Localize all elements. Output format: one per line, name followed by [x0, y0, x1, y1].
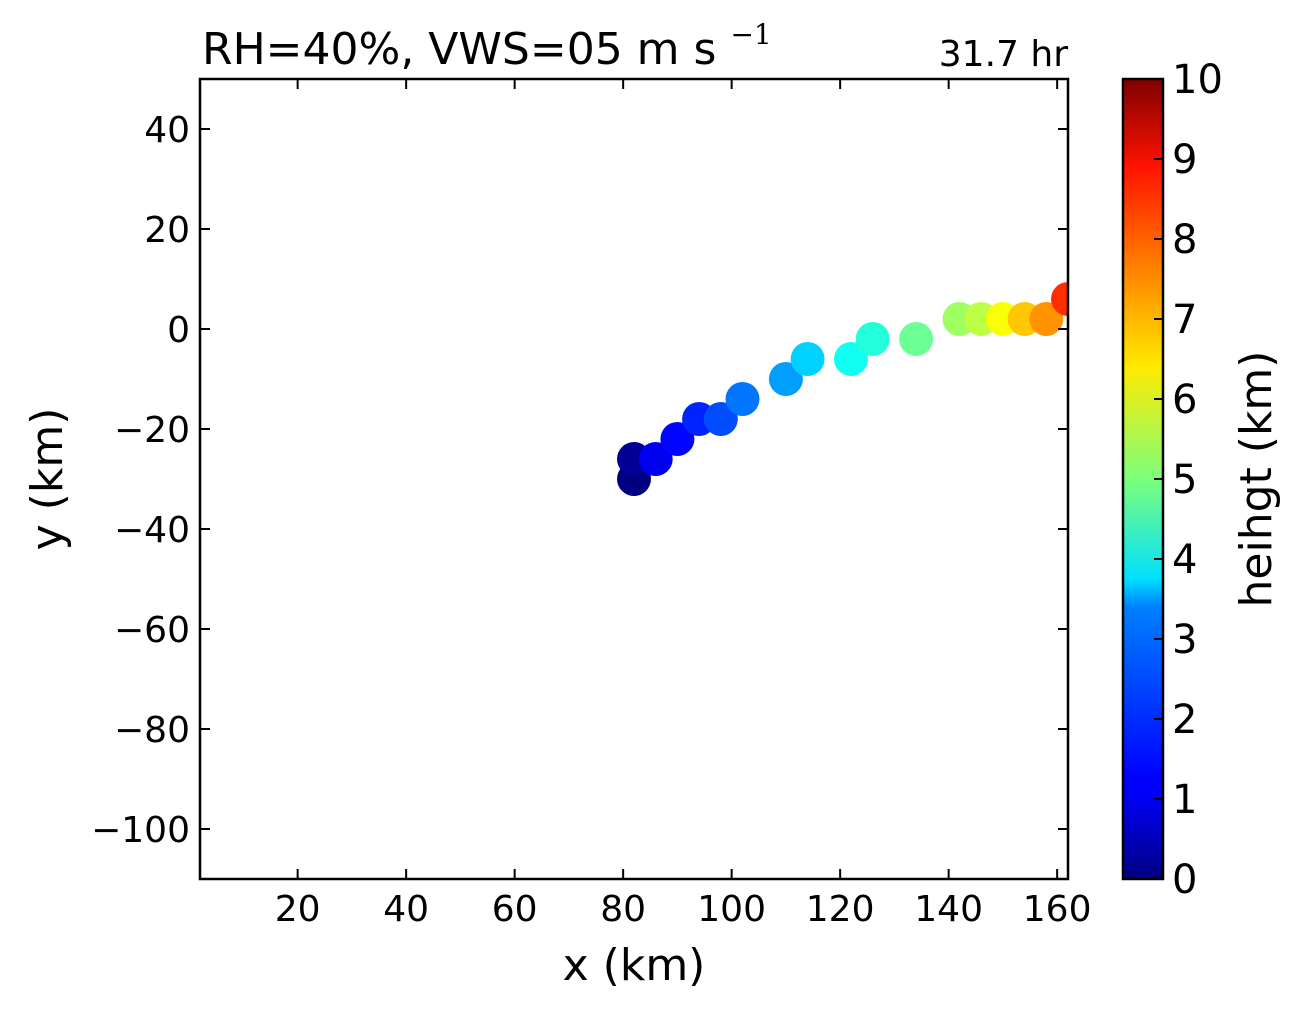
colorbar-tick-label-6: 6 — [1172, 377, 1197, 423]
y-tick-label-1: 20 — [144, 210, 190, 251]
colorbar-label: heihgt (km) — [1231, 351, 1282, 608]
colorbar-ticks: 0 1 2 3 4 5 6 7 8 9 10 — [1154, 57, 1223, 903]
x-tick-label-2: 60 — [492, 889, 538, 930]
y-axis: 40 20 0 −20 −40 −60 −80 −100 — [91, 110, 1068, 851]
colorbar-tick-label-10: 10 — [1172, 57, 1223, 103]
colorbar-tick-label-7: 7 — [1172, 297, 1197, 343]
x-tick-label-1: 40 — [383, 889, 429, 930]
x-tick-label-4: 100 — [697, 889, 766, 930]
y-tick-label-4: −40 — [114, 510, 190, 551]
scatter-point-11 — [899, 322, 934, 356]
scatter-markers — [617, 282, 1068, 496]
x-tick-label-6: 140 — [914, 889, 983, 930]
y-tick-label-3: −20 — [114, 410, 190, 451]
scatter-point-2 — [638, 442, 673, 476]
scatter-point-7 — [768, 362, 803, 396]
scatter-point-17 — [1051, 282, 1068, 316]
x-tick-label-5: 120 — [806, 889, 875, 930]
scatter-point-6 — [725, 382, 760, 416]
time-annotation: 31.7 hr — [939, 34, 1068, 75]
scatter-point-10 — [855, 322, 890, 356]
x-tick-label-7: 160 — [1023, 889, 1092, 930]
x-tick-label-3: 80 — [600, 889, 646, 930]
colorbar-tick-label-9: 9 — [1172, 137, 1197, 183]
colorbar-tick-label-3: 3 — [1172, 617, 1197, 663]
scatter-point-5 — [703, 402, 738, 436]
y-tick-label-6: −80 — [114, 710, 190, 751]
y-tick-label-0: 40 — [144, 110, 190, 151]
colorbar-tick-label-4: 4 — [1172, 537, 1197, 583]
scatter-point-16 — [1029, 302, 1064, 336]
x-axis: 20 40 60 80 100 120 140 160 — [275, 79, 1092, 930]
y-tick-label-7: −100 — [91, 810, 190, 851]
scatter-point-9 — [834, 342, 868, 376]
x-axis-label: x (km) — [563, 940, 706, 991]
scatter-point-8 — [790, 342, 825, 376]
colorbar-tick-label-2: 2 — [1172, 697, 1197, 743]
x-tick-label-0: 20 — [275, 889, 321, 930]
y-tick-label-2: 0 — [167, 310, 190, 351]
chart-title: RH=40%, VWS=05 m s −1 — [202, 18, 772, 75]
y-axis-label: y (km) — [22, 408, 73, 551]
colorbar-tick-label-8: 8 — [1172, 217, 1197, 263]
y-tick-label-5: −60 — [114, 610, 190, 651]
colorbar-tick-label-0: 0 — [1172, 857, 1197, 903]
plot-area-frame — [198, 77, 1070, 881]
colorbar-tick-label-1: 1 — [1172, 777, 1197, 823]
colorbar-tick-label-5: 5 — [1172, 457, 1197, 503]
scatter-point-3 — [660, 422, 695, 456]
title-superscript: −1 — [730, 18, 771, 51]
